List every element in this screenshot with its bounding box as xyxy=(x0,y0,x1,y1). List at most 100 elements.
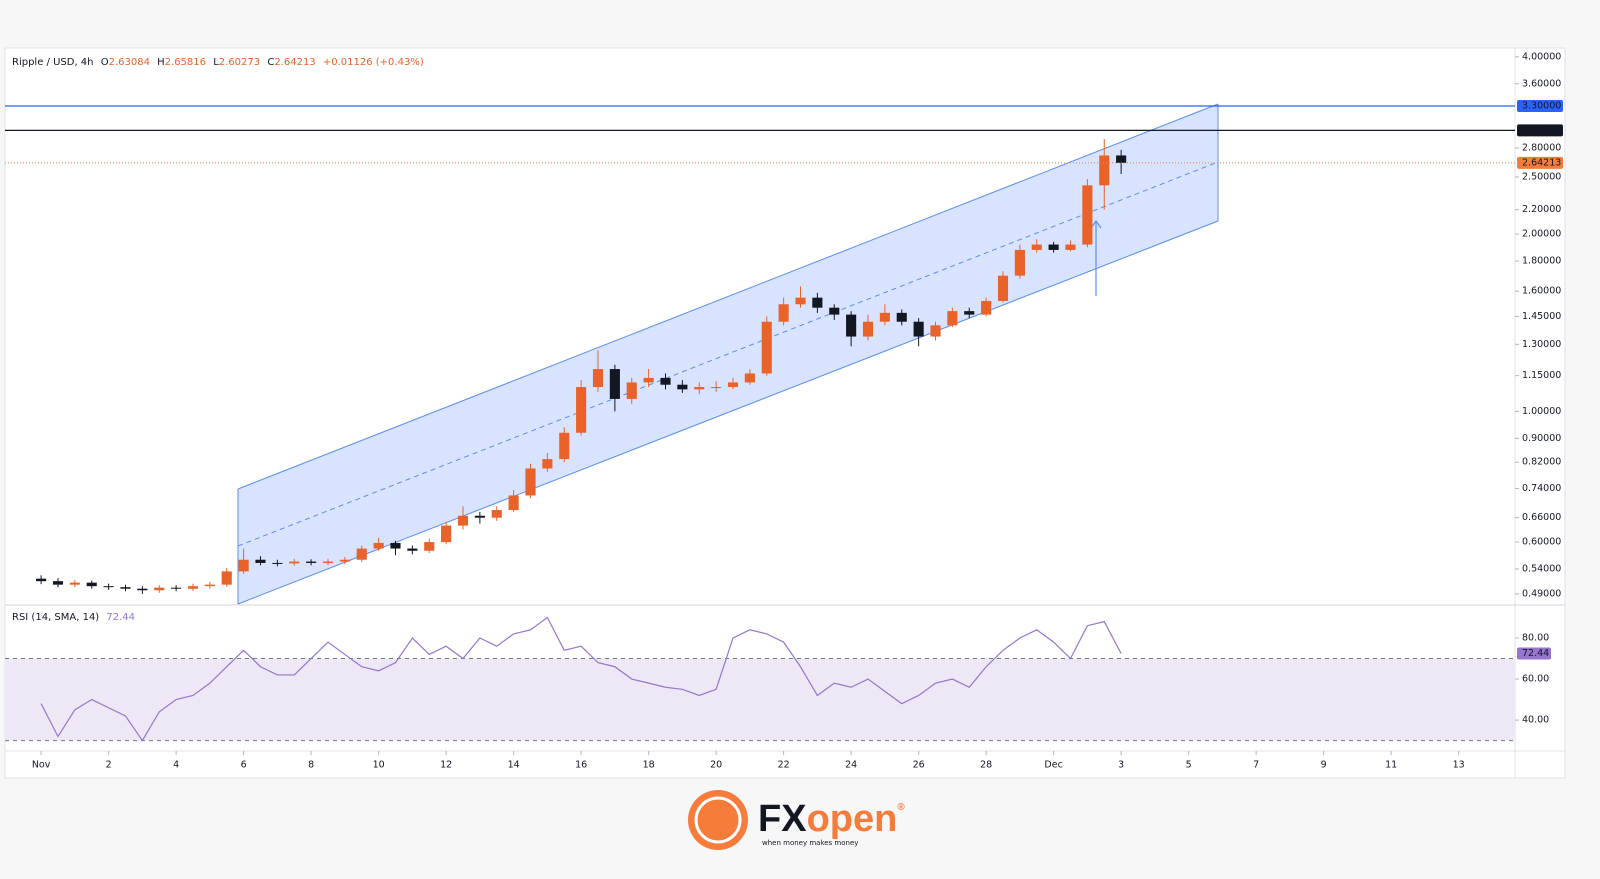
candle-body xyxy=(1048,244,1059,250)
channel-upper xyxy=(237,103,1219,490)
rsi-current: 72.44 xyxy=(106,612,135,623)
y-tick-label: 0.49000 xyxy=(1522,588,1561,599)
y-tick-label: 0.66000 xyxy=(1522,512,1561,523)
y-tick-label: 2.50000 xyxy=(1522,172,1561,183)
x-tick-label: 2 xyxy=(106,760,112,771)
candle-body xyxy=(171,587,182,589)
candle-body xyxy=(609,369,620,399)
candle-body xyxy=(441,525,452,543)
candle-body xyxy=(744,373,755,383)
candle-body xyxy=(373,542,384,549)
candle-body xyxy=(120,587,131,589)
x-tick-label: Dec xyxy=(1044,760,1062,771)
candle-body xyxy=(508,495,519,511)
candle-body xyxy=(52,581,64,585)
logo-wordmark: FXopen® xyxy=(758,798,905,840)
logo-icon-ring xyxy=(694,796,742,844)
candle-body xyxy=(795,297,806,305)
candle-body xyxy=(69,582,80,585)
ohlc-label: O xyxy=(101,57,109,68)
x-tick-label: 13 xyxy=(1453,760,1465,771)
candle-body xyxy=(592,369,604,388)
candle-body xyxy=(576,387,587,433)
y-tick-label: 60.00 xyxy=(1522,674,1549,685)
candle-body xyxy=(407,548,418,551)
y-tick-label: 0.60000 xyxy=(1522,537,1561,548)
y-tick-label: 0.90000 xyxy=(1522,433,1561,444)
y-tick-label: 4.00000 xyxy=(1522,51,1561,62)
x-tick-label: 24 xyxy=(845,760,857,771)
x-tick-label: Nov xyxy=(32,760,51,771)
candle-body xyxy=(930,325,941,337)
y-tick-label: 0.54000 xyxy=(1522,564,1561,575)
candle-body xyxy=(846,314,857,337)
candle-body xyxy=(913,321,924,337)
y-tick-label: 1.80000 xyxy=(1522,256,1561,267)
data-layer: 4.00000 3.60000 2.80000 2.50000 2.20000 2.000… xyxy=(5,51,1563,771)
candle-body xyxy=(1116,155,1127,163)
x-tick-label: 10 xyxy=(373,760,385,771)
y-tick-label: 80.00 xyxy=(1522,633,1549,644)
candle-body xyxy=(103,586,114,588)
candle-body xyxy=(812,297,823,308)
ohlc-label: H xyxy=(157,57,165,68)
change: +0.01126 (+0.43%) xyxy=(323,57,424,68)
candle-body xyxy=(964,311,975,315)
y-tick-label: 2.80000 xyxy=(1522,143,1561,154)
candle-body xyxy=(981,300,992,315)
logo: FXopen® when money makes money xyxy=(688,790,905,850)
ohlc-value: 2.60273 xyxy=(219,57,260,68)
candle-body xyxy=(879,312,890,322)
candle-body xyxy=(1099,155,1110,186)
candle-body xyxy=(694,387,705,390)
candle-body xyxy=(947,311,958,326)
x-tick-label: 28 xyxy=(980,760,992,771)
x-tick-label: 8 xyxy=(308,760,314,771)
candle-body xyxy=(1082,185,1093,245)
candle-body xyxy=(238,559,249,572)
candle-body xyxy=(356,548,367,560)
candle-body xyxy=(221,571,232,585)
candle-body xyxy=(154,587,165,591)
candle-body xyxy=(727,382,739,388)
y-tick-label: 1.45000 xyxy=(1522,311,1561,322)
symbol: Ripple / USD, 4h xyxy=(12,57,94,68)
level-label-box xyxy=(1517,100,1563,113)
last-price-label: 2.64213 xyxy=(1522,157,1561,168)
parallel-channel xyxy=(237,103,1219,605)
y-tick-label: 40.00 xyxy=(1522,715,1549,726)
x-tick-label: 3 xyxy=(1118,760,1124,771)
candle-body xyxy=(1014,249,1025,276)
candle-body xyxy=(542,459,553,469)
arrow-head xyxy=(1090,219,1102,229)
y-tick-label: 0.74000 xyxy=(1522,483,1561,494)
chart-frame xyxy=(4,47,1566,779)
x-tick-label: 6 xyxy=(241,760,247,771)
candle-body xyxy=(289,561,300,564)
candle-body xyxy=(660,377,671,385)
y-tick-label: 1.15000 xyxy=(1522,370,1561,381)
candle-body xyxy=(761,321,772,374)
candle-body xyxy=(559,432,570,460)
x-tick-label: 26 xyxy=(913,760,925,771)
candle-body xyxy=(474,515,485,518)
logo-suffix: open xyxy=(807,798,898,840)
y-tick-label: 0.82000 xyxy=(1522,457,1561,468)
x-tick-label: 11 xyxy=(1385,760,1397,771)
level-label-box xyxy=(1517,124,1563,137)
x-tick-label: 4 xyxy=(173,760,179,771)
candle-body xyxy=(1031,244,1042,250)
level-label: 3.00000 xyxy=(1522,125,1561,136)
candle-body xyxy=(643,377,654,383)
logo-tagline: when money makes money xyxy=(762,839,858,847)
y-tick-label: 1.60000 xyxy=(1522,286,1561,297)
x-tick-label: 16 xyxy=(575,760,587,771)
candle-body xyxy=(1065,244,1076,250)
candle-body xyxy=(390,542,401,549)
candle-body xyxy=(711,387,722,389)
candle-body xyxy=(204,584,215,587)
candle-body xyxy=(626,382,637,399)
rsi-value-label: 72.44 xyxy=(1522,648,1549,659)
x-tick-label: 12 xyxy=(440,760,452,771)
x-tick-label: 20 xyxy=(710,760,722,771)
